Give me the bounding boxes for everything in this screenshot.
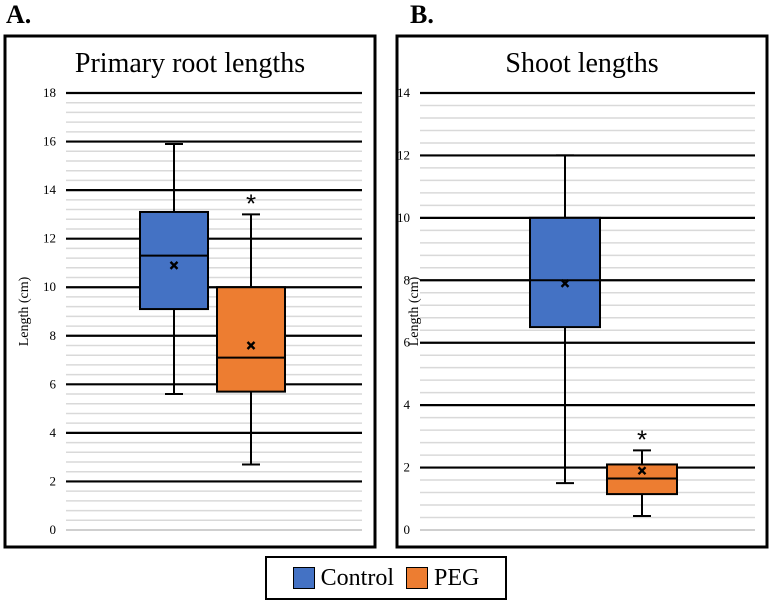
chart-title: Shoot lengths <box>505 48 658 79</box>
box-control <box>139 142 209 396</box>
significance-asterisk: * <box>637 424 647 454</box>
y-tick-label: 6 <box>404 335 411 350</box>
legend-label-peg: PEG <box>434 564 480 591</box>
y-tick-label: 4 <box>50 425 57 440</box>
legend-item-control: Control <box>292 564 394 592</box>
mean-marker <box>637 466 647 476</box>
y-tick-label: 4 <box>404 397 411 412</box>
y-tick-label: 16 <box>43 134 57 149</box>
iqr-box <box>529 216 601 329</box>
chart-title: Primary root lengths <box>75 48 305 79</box>
box-peg: * <box>216 188 286 466</box>
y-tick-label: 18 <box>43 85 56 100</box>
iqr-box <box>139 210 209 311</box>
legend-item-peg: PEG <box>406 565 479 592</box>
significance-asterisk: * <box>246 188 256 218</box>
chart-panel-1: 0 2 4 6 8 10 12 14 Shoot lengths Length (cm) * <box>395 34 769 549</box>
iqr-box <box>216 286 286 393</box>
y-tick-label: 12 <box>397 147 410 162</box>
y-tick-label: 14 <box>397 85 411 100</box>
y-tick-label: 8 <box>50 328 57 343</box>
chart-panel-0: 0 2 4 6 8 10 12 14 16 18 Primary root lengths Lengt… <box>3 34 377 549</box>
y-tick-label: 2 <box>50 473 57 488</box>
y-tick-label: 2 <box>404 460 411 475</box>
legend: Control PEG <box>265 556 507 600</box>
mean-marker <box>560 279 570 288</box>
y-tick-label: 12 <box>43 231 56 246</box>
y-axis-label: Length (cm) <box>17 276 32 346</box>
y-tick-label: 8 <box>404 272 411 287</box>
y-axis-label: Length (cm) <box>407 276 422 346</box>
y-tick-label: 10 <box>397 210 410 225</box>
mean-marker <box>169 261 179 270</box>
panel-letter-b: B. <box>410 0 434 29</box>
y-tick-label: 10 <box>43 279 56 294</box>
legend-label-control: Control <box>320 564 394 591</box>
y-tick-label: 14 <box>43 182 57 197</box>
panel-letter-a: A. <box>6 0 32 29</box>
y-tick-label: 0 <box>50 522 57 537</box>
y-tick-label: 6 <box>50 376 57 391</box>
box-peg: * <box>606 424 678 517</box>
legend-swatch-peg <box>406 567 428 589</box>
box-control <box>529 154 601 485</box>
y-tick-label: 0 <box>404 522 411 537</box>
legend-swatch-control <box>292 567 315 589</box>
mean-marker <box>246 341 256 350</box>
